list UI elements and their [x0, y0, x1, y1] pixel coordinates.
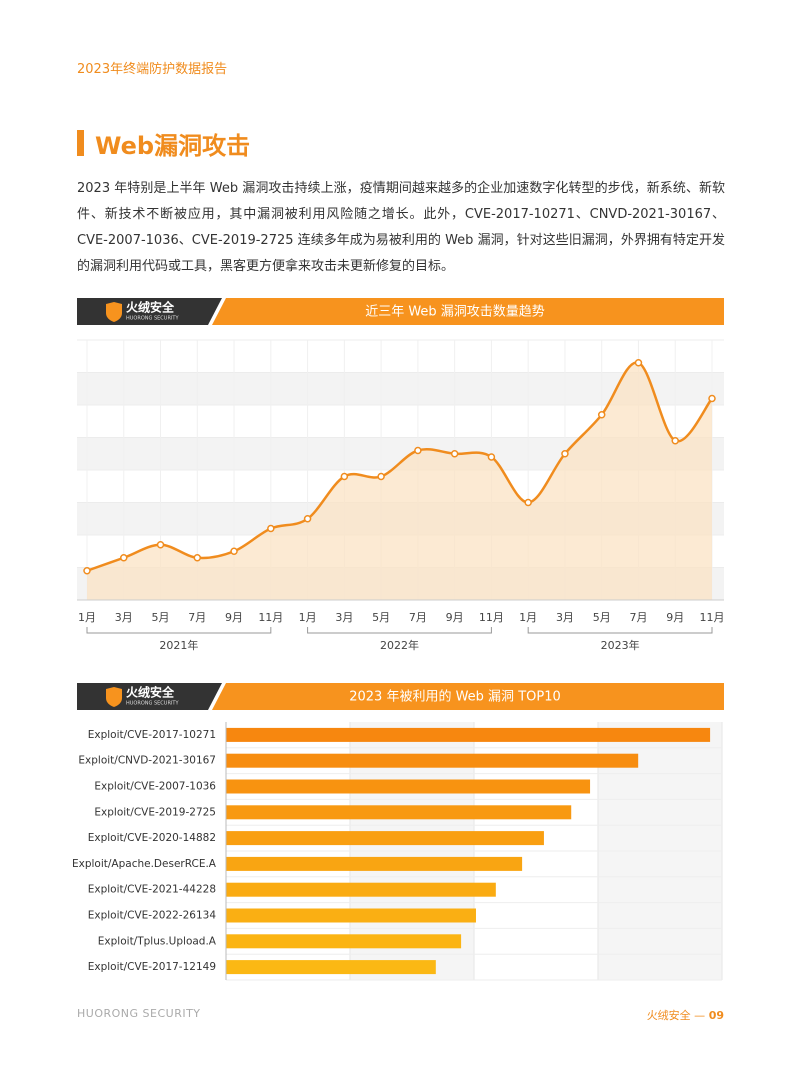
brand-tagline: HUORONG SECURITY: [126, 316, 179, 322]
bar: [226, 805, 572, 820]
banner-orange: [212, 683, 724, 710]
x-tick-label: 1月: [519, 611, 537, 624]
header-title: 2023年终端防护数据报告: [77, 62, 228, 77]
point: [83, 567, 91, 575]
x-tick-label: 9月: [666, 611, 684, 624]
point: [634, 359, 643, 367]
bar: [226, 856, 523, 871]
y-tick-label: Exploit/Tplus.Upload.A: [98, 935, 217, 947]
bar: [226, 934, 462, 949]
section-title: Web漏洞攻击: [95, 132, 251, 160]
bar: [226, 727, 711, 742]
point: [561, 450, 569, 458]
group-bracket: [527, 627, 713, 634]
x-tick-label: 1月: [299, 611, 317, 624]
y-tick-label: Exploit/CVE-2022-26134: [88, 910, 217, 922]
point: [303, 515, 312, 523]
brand-name: 火绒安全: [126, 685, 175, 700]
section-marker: [77, 130, 84, 156]
brand-icon: [106, 687, 122, 707]
point: [156, 541, 165, 549]
brand-name: 火绒安全: [126, 300, 175, 315]
bar: [226, 779, 591, 794]
footer-left: HUORONG SECURITY: [77, 1007, 201, 1020]
x-tick-label: 9月: [225, 611, 243, 624]
x-tick-label: 3月: [335, 611, 353, 624]
brand-tagline: HUORONG SECURITY: [126, 701, 179, 707]
group-label: 2022年: [380, 638, 419, 652]
y-tick-label: Exploit/CVE-2017-12149: [88, 961, 216, 973]
footer-brand: 火绒安全 —: [646, 1009, 706, 1022]
x-tick-label: 1月: [78, 611, 96, 624]
x-tick-label: 7月: [409, 611, 427, 624]
banner-title: 近三年 Web 漏洞攻击数量趋势: [365, 304, 545, 320]
banner-orange: [212, 298, 724, 325]
bar: [226, 831, 544, 846]
footer-right: 火绒安全 — 09: [647, 1007, 724, 1023]
point: [193, 554, 202, 562]
x-tick-label: 11月: [479, 611, 504, 624]
point: [524, 498, 532, 507]
y-tick-label: Exploit/CVE-2017-10271: [88, 729, 216, 741]
bar: [226, 908, 476, 923]
point: [450, 450, 459, 458]
group-bracket: [307, 627, 492, 634]
bar: [226, 960, 436, 975]
point: [120, 554, 128, 562]
point: [671, 437, 679, 445]
y-tick-label: Exploit/CVE-2020-14882: [88, 832, 216, 844]
x-tick-label: 11月: [258, 611, 283, 624]
y-tick-label: Exploit/CVE-2007-1036: [94, 781, 216, 793]
point: [377, 472, 385, 481]
brand-icon: [106, 302, 122, 322]
point: [708, 394, 716, 403]
bar: [226, 753, 639, 768]
x-tick-label: 7月: [629, 611, 647, 624]
area: [87, 362, 712, 600]
group-label: 2023年: [601, 638, 640, 652]
x-tick-label: 11月: [700, 611, 725, 624]
y-tick-label: Exploit/Apache.DeserRCE.A: [72, 858, 217, 870]
point: [230, 547, 238, 555]
group-label: 2021年: [159, 638, 198, 652]
point: [267, 524, 275, 533]
section-body: 2023 年特别是上半年 Web 漏洞攻击持续上涨，疫情期间越来越多的企业加速数…: [77, 181, 725, 274]
page-number: 09: [708, 1009, 724, 1022]
point: [340, 472, 349, 481]
x-tick-label: 5月: [593, 611, 611, 624]
banner-title: 2023 年被利用的 Web 漏洞 TOP10: [349, 689, 561, 705]
group-bracket: [86, 627, 272, 634]
x-tick-label: 3月: [556, 611, 574, 624]
x-tick-label: 9月: [446, 611, 464, 624]
point: [414, 446, 422, 455]
x-tick-label: 5月: [372, 611, 390, 624]
bar: [226, 882, 496, 897]
y-tick-label: Exploit/CNVD-2021-30167: [78, 755, 216, 767]
y-tick-label: Exploit/CVE-2019-2725: [94, 806, 216, 818]
point: [487, 453, 496, 461]
x-tick-label: 3月: [115, 611, 133, 624]
x-tick-label: 7月: [188, 611, 206, 624]
y-tick-label: Exploit/CVE-2021-44228: [88, 884, 216, 896]
point: [597, 411, 606, 419]
x-tick-label: 5月: [152, 611, 170, 624]
